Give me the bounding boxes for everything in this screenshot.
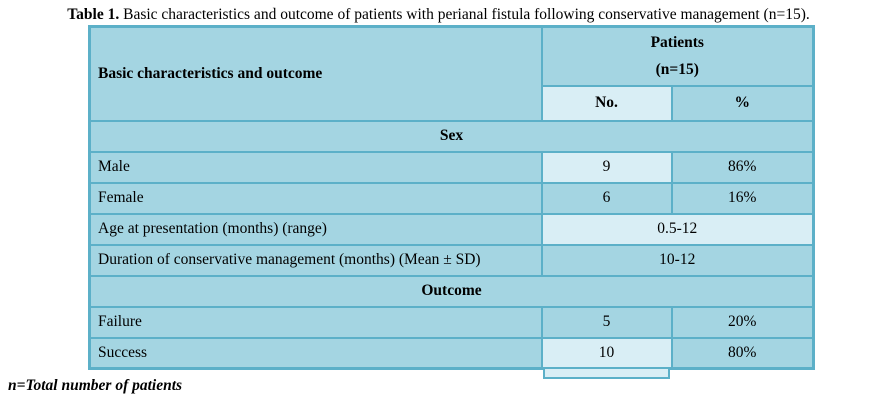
row-duration-value: 10-12	[540, 243, 815, 277]
row-male-label: Male	[88, 150, 543, 184]
row-male-pct: 86%	[670, 150, 815, 184]
row-age-value: 0.5-12	[540, 212, 815, 246]
section-outcome-label: Outcome	[88, 274, 815, 308]
row-female-label: Female	[88, 181, 543, 215]
table-row-age: Age at presentation (months) (range) 0.5…	[88, 212, 815, 246]
row-failure-label: Failure	[88, 305, 543, 339]
section-row-sex: Sex	[88, 119, 815, 153]
table-row-duration: Duration of conservative management (mon…	[88, 243, 815, 277]
table-caption-text: Basic characteristics and outcome of pat…	[119, 6, 810, 23]
table-row-male: Male 9 86%	[88, 150, 815, 184]
section-row-outcome: Outcome	[88, 274, 815, 308]
header-patients: Patients (n=15)	[540, 25, 815, 87]
table-caption: Table 1. Basic characteristics and outco…	[0, 0, 877, 25]
row-female-pct: 16%	[670, 181, 815, 215]
table-wrapper: Basic characteristics and outcome Patien…	[88, 25, 816, 379]
row-male-no: 9	[540, 150, 673, 184]
row-female-no: 6	[540, 181, 673, 215]
row-success-no: 10	[540, 336, 673, 370]
header-row-patients: Basic characteristics and outcome Patien…	[88, 25, 815, 122]
header-basic-characteristics: Basic characteristics and outcome	[88, 25, 543, 122]
table-row-success: Success 10 80%	[88, 336, 815, 370]
row-failure-pct: 20%	[670, 305, 815, 339]
header-pct: %	[670, 84, 815, 122]
row-failure-no: 5	[540, 305, 673, 339]
success-no-cell-overhang	[543, 369, 670, 379]
row-success-pct: 80%	[670, 336, 815, 370]
row-success-label: Success	[88, 336, 543, 370]
footnote: n=Total number of patients	[8, 377, 183, 394]
header-patients-line2: (n=15)	[655, 60, 699, 78]
header-no: No.	[540, 84, 673, 122]
page: Table 1. Basic characteristics and outco…	[0, 0, 877, 394]
table-row-female: Female 6 16%	[88, 181, 815, 215]
row-age-label: Age at presentation (months) (range)	[88, 212, 543, 246]
header-patients-line1: Patients	[650, 33, 704, 51]
table-row-failure: Failure 5 20%	[88, 305, 815, 339]
header-row-subcolumns: No. %	[90, 84, 815, 122]
table-caption-label: Table 1.	[67, 6, 120, 23]
row-duration-label: Duration of conservative management (mon…	[88, 243, 543, 277]
section-sex-label: Sex	[88, 119, 815, 153]
patients-table: Basic characteristics and outcome Patien…	[88, 25, 816, 370]
